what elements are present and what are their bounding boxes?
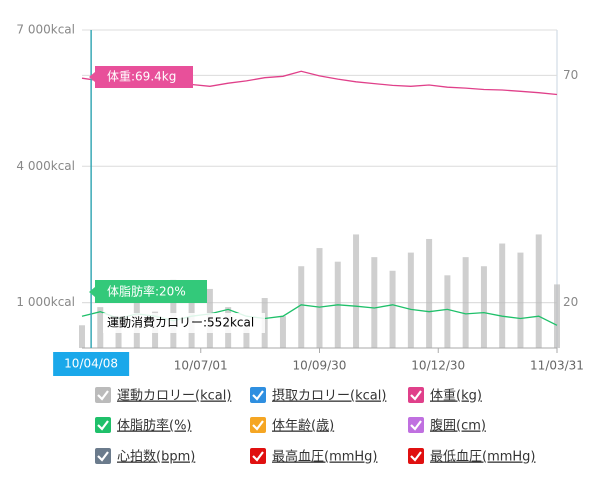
legend-check (410, 390, 422, 401)
legend-item[interactable]: 最高血圧(mmHg) (250, 448, 378, 465)
legend-label: 腹囲(cm) (430, 418, 486, 434)
tooltip-box (89, 280, 207, 303)
y-tick-label: 1 000kcal (16, 295, 75, 309)
bar (499, 243, 506, 348)
bar (407, 252, 414, 348)
cursor-date-box (53, 352, 130, 376)
bar (298, 266, 305, 348)
bar (517, 252, 524, 348)
legend-checkbox (408, 417, 424, 433)
legend-item[interactable]: 体年齢(歳) (250, 417, 334, 434)
tooltip-text: 体重:69.4kg (107, 70, 176, 84)
x-tick-label: 10/07/01 (174, 359, 228, 373)
legend-check (252, 420, 264, 431)
bar (279, 316, 286, 348)
legend-item[interactable]: 心拍数(bpm) (95, 448, 195, 465)
y2-tick-label: 70 (563, 68, 578, 82)
y-tick-label: 7 000kcal (16, 23, 75, 37)
bar (426, 238, 433, 348)
tooltip-text: 運動消費カロリー:552kcal (107, 315, 254, 330)
legend-label: 運動カロリー(kcal) (117, 389, 231, 404)
tooltip-box (89, 66, 193, 88)
legend-item[interactable]: 腹囲(cm) (408, 417, 486, 434)
bar (444, 275, 451, 348)
legend-label: 最低血圧(mmHg) (430, 450, 536, 465)
legend-label: 体重(kg) (430, 388, 482, 404)
legend-checkbox (408, 387, 424, 403)
legend-item[interactable]: 体重(kg) (408, 387, 482, 404)
legend-item[interactable]: 最低血圧(mmHg) (408, 448, 536, 465)
y2-tick-label: 20 (563, 295, 578, 309)
cursor-date: 10/04/08 (64, 357, 118, 371)
bar (389, 270, 396, 348)
tooltip-text: 体脂肪率:20% (107, 284, 186, 299)
legend-check (410, 451, 422, 462)
x-tick-label: 10/12/30 (411, 359, 465, 373)
legend-check (97, 451, 109, 462)
legend-item[interactable]: 運動カロリー(kcal) (95, 387, 231, 404)
legend-checkbox (250, 387, 266, 403)
legend-check (252, 390, 264, 401)
legend-check (97, 420, 109, 431)
legend-checkbox (95, 448, 111, 464)
tooltip-box (103, 313, 265, 333)
bar (79, 325, 85, 348)
bar (535, 234, 542, 348)
legend-label: 心拍数(bpm) (117, 450, 195, 465)
legend-label: 最高血圧(mmHg) (272, 449, 378, 465)
x-tick-label: 11/03/31 (530, 359, 584, 373)
legend-item[interactable]: 体脂肪率(%) (95, 417, 192, 434)
legend-label: 体脂肪率(%) (117, 418, 192, 434)
legend-checkbox (95, 387, 111, 403)
y-tick-label: 4 000kcal (16, 159, 75, 173)
legend-checkbox (408, 448, 424, 464)
legend-check (97, 390, 109, 401)
bar (371, 257, 378, 348)
legend-checkbox (250, 417, 266, 433)
bar (554, 284, 560, 348)
x-tick-label: 10/09/30 (293, 359, 347, 373)
bar (316, 248, 323, 348)
bar (97, 307, 104, 348)
legend-label: 摂取カロリー(kcal) (272, 388, 386, 404)
legend-checkbox (250, 448, 266, 464)
legend-check (410, 420, 422, 431)
legend-checkbox (95, 417, 111, 433)
bar (243, 320, 250, 348)
bar (353, 234, 360, 348)
legend-label: 体年齢(歳) (272, 419, 334, 434)
bar (462, 257, 469, 348)
legend-check (252, 451, 264, 462)
bar (480, 266, 487, 348)
legend-item[interactable]: 摂取カロリー(kcal) (250, 387, 386, 404)
